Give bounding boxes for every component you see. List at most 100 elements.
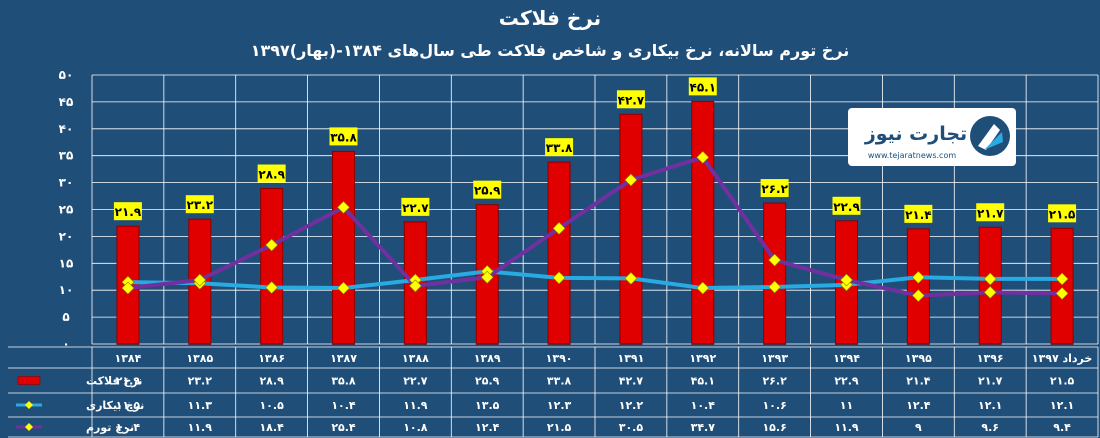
unemployment-marker xyxy=(624,271,638,285)
x-category-label: ۱۳۹۶ xyxy=(977,352,1004,365)
x-category-label: ۱۳۸۷ xyxy=(330,352,357,365)
bar-label-box xyxy=(760,179,789,198)
y-tick-label: ۰ xyxy=(62,337,69,351)
bar-data-label: ۲۵.۹ xyxy=(474,184,501,198)
data-table: ۱۳۸۴ ۱۳۸۵ ۱۳۸۶ ۱۳۸۷ ۱۳۸۸ ۱۳۸۹ ۱۳۹۰ ۱۳۹۱ ۱۳۹۲ ۱۳۹۳… xyxy=(8,346,1099,438)
bar-label-box xyxy=(616,90,645,109)
bar-data-label: ۲۱.۵ xyxy=(1049,207,1076,221)
y-tick-label: ۱۰ xyxy=(59,283,74,297)
table-cell: ۲۱.۵ xyxy=(547,421,572,434)
inflation-line xyxy=(127,155,1063,298)
table-cell: ۱۰.۴ xyxy=(331,399,356,412)
table-cell: ۳۴.۷ xyxy=(691,421,716,434)
table-cell: ۲۳.۲ xyxy=(188,375,213,388)
y-tick-label: ۲۰ xyxy=(59,229,74,243)
bar-data-label: ۲۱.۴ xyxy=(905,208,932,222)
table-cell: ۲۱.۴ xyxy=(906,375,931,388)
legend-bar-key xyxy=(17,376,41,385)
inflation-marker xyxy=(408,279,422,293)
unemployment-marker xyxy=(911,270,925,284)
misery-bar xyxy=(906,228,930,345)
logo-mark-stroke-icon xyxy=(978,124,1000,150)
legend-marker-key xyxy=(25,423,33,431)
table-cell: ۱۲.۴ xyxy=(906,399,931,412)
y-tick-label: ۵۰ xyxy=(59,68,74,82)
data-labels-layer: ۲۱.۹ ۲۳.۲ ۲۸.۹ ۳۵.۸ ۲۲.۷ ۲۵.۹ ۳۳.۸ ۴۲.۷ ۴۵.۱ ۲۶.۲… xyxy=(113,77,1077,223)
table-cell: ۳۵.۸ xyxy=(331,375,356,388)
misery-bar xyxy=(619,113,643,345)
table-row-label: نرخ بیکاری xyxy=(86,399,144,412)
chart-subtitle: نرخ تورم سالانه، نرخ بیکاری و شاخص فلاکت… xyxy=(251,41,850,60)
x-category-label: ۱۳۸۴ xyxy=(114,352,141,365)
bar-data-label: ۲۱.۹ xyxy=(115,205,142,219)
table-cell: ۱۵.۶ xyxy=(762,421,786,434)
logo-mark-accent-icon xyxy=(984,132,1003,150)
unemployment-marker xyxy=(552,271,566,285)
table-cell: ۱۱ xyxy=(840,399,853,412)
table-cell: ۹.۶ xyxy=(981,421,999,434)
table-cell: ۲۱.۹ xyxy=(116,375,141,388)
table-cell: ۱۱.۳ xyxy=(188,399,213,412)
inflation-marker xyxy=(983,285,997,299)
bar-data-label: ۲۲.۷ xyxy=(402,201,429,215)
table-cell: ۹.۴ xyxy=(1053,421,1071,434)
table-cell: ۱۱.۹ xyxy=(188,421,213,434)
inflation-marker xyxy=(624,173,638,187)
table-cell: ۱۸.۴ xyxy=(259,421,284,434)
logo-name: تجارت نیوز xyxy=(864,123,967,145)
table-cell: ۲۲.۹ xyxy=(834,375,859,388)
bar-label-box xyxy=(688,77,717,96)
inflation-marker xyxy=(1055,287,1069,300)
table-cell: ۴۵.۱ xyxy=(691,375,715,388)
table-row-label: نرخ فلاکت xyxy=(86,375,142,388)
chart-title: نرخ فلاکت xyxy=(499,6,601,30)
table-row-label: نرخ تورم xyxy=(86,421,134,434)
inflation-marker xyxy=(193,273,207,287)
inflation-marker xyxy=(265,238,279,252)
table-cell: ۲۲.۷ xyxy=(403,375,428,388)
bar-data-label: ۲۳.۲ xyxy=(187,198,214,212)
table-cell: ۱۲.۴ xyxy=(475,421,500,434)
x-category-label: خرداد ۱۳۹۷ xyxy=(1032,352,1093,365)
bar-label-box xyxy=(113,202,142,221)
bar-data-label: ۳۵.۸ xyxy=(330,130,357,144)
table-cell: ۱۲.۲ xyxy=(619,399,644,412)
inflation-marker xyxy=(337,200,350,214)
table-cell: ۲۸.۹ xyxy=(259,375,284,388)
table-cell: ۱۰.۵ xyxy=(259,399,284,412)
bar-label-box xyxy=(185,195,214,214)
table-cell: ۱۰.۴ xyxy=(691,399,716,412)
unemployment-marker xyxy=(983,272,997,286)
unemployment-marker xyxy=(696,281,710,295)
x-category-label: ۱۳۹۱ xyxy=(617,352,644,365)
unemployment-line xyxy=(127,269,1063,291)
bar-label-box xyxy=(1048,204,1077,223)
legend-marker-key xyxy=(25,401,33,409)
table-cell: ۱۰.۴ xyxy=(116,421,141,434)
x-category-label: ۱۳۹۳ xyxy=(761,352,788,365)
bar-data-label: ۲۶.۲ xyxy=(761,182,788,196)
inflation-marker xyxy=(121,281,135,295)
table-cell: ۲۶.۲ xyxy=(762,375,787,388)
x-category-label: ۱۳۸۵ xyxy=(186,352,213,365)
bar-data-label: ۳۳.۸ xyxy=(546,141,573,155)
x-category-label: ۱۳۹۰ xyxy=(546,352,573,365)
inflation-marker xyxy=(768,253,782,267)
x-category-label: ۱۳۸۶ xyxy=(258,352,285,365)
bar-label-box xyxy=(545,138,574,157)
bar-label-box xyxy=(832,196,861,215)
y-tick-label: ۵ xyxy=(62,310,69,324)
table-cell: ۱۰.۶ xyxy=(762,399,786,412)
misery-bar xyxy=(691,100,715,345)
inflation-marker xyxy=(911,289,925,303)
misery-bar xyxy=(332,150,355,345)
bar-label-box xyxy=(257,164,286,183)
table-cell: ۲۱.۷ xyxy=(978,375,1003,388)
table-cell: ۱۱.۵ xyxy=(116,399,141,412)
bar-label-box xyxy=(473,180,502,199)
logo-url: www.tejaratnews.com xyxy=(868,151,956,160)
bar-label-box xyxy=(401,197,430,216)
table-cell: ۱۲.۱ xyxy=(978,399,1002,412)
